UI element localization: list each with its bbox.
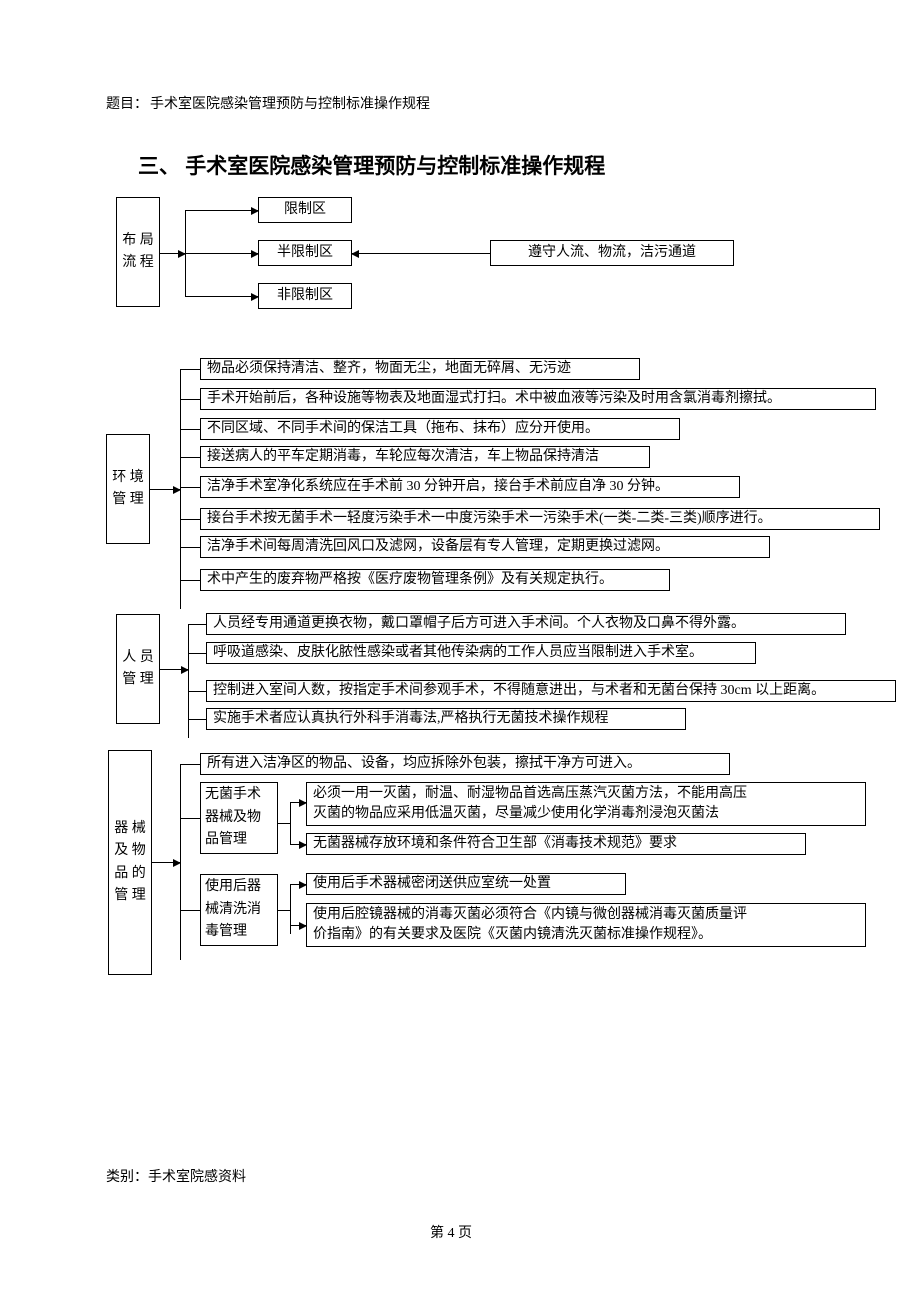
person-item-3: 实施手术者应认真执行外科手消毒法,严格执行无菌技术操作规程: [206, 708, 686, 730]
equip-label-box: 器 械 及 物 品 的 管 理: [108, 750, 152, 975]
env-root-arrow: [150, 489, 180, 490]
zone-box-2: 非限制区: [258, 283, 352, 309]
equip-sub1-label-box: 无菌手术 器械及物 品管理: [200, 782, 278, 854]
equip-h-top: [180, 764, 200, 765]
equip-vline: [180, 764, 181, 960]
equip-sub1-b-text: 无菌器械存放环境和条件符合卫生部《消毒技术规范》要求: [313, 834, 677, 854]
person-text-0: 人员经专用通道更换衣物，戴口罩帽子后方可进入手术间。个人衣物及口鼻不得外露。: [213, 614, 745, 634]
env-text-2: 不同区域、不同手术间的保洁工具（拖布、抹布）应分开使用。: [207, 419, 599, 439]
env-item-7: 术中产生的废弃物严格按《医疗废物管理条例》及有关规定执行。: [200, 569, 670, 591]
header-prefix: 题目：: [106, 93, 148, 113]
equip-sub2-h-b: [290, 925, 306, 926]
env-vline: [180, 369, 181, 609]
env-item-2: 不同区域、不同手术间的保洁工具（拖布、抹布）应分开使用。: [200, 418, 680, 440]
header-title: 手术室医院感染管理预防与控制标准操作规程: [150, 93, 430, 113]
equip-sub1-h-a: [290, 802, 306, 803]
env-h-5: [180, 519, 200, 520]
page-root: 题目： 手术室医院感染管理预防与控制标准操作规程 三、 手术室医院感染管理预防与…: [0, 0, 920, 1302]
equip-sub1-a-text: 必须一用一灭菌，耐温、耐湿物品首选高压蒸汽灭菌方法，不能用高压 灭菌的物品应采用…: [313, 784, 747, 823]
equip-item-top: 所有进入洁净区的物品、设备，均应拆除外包装，擦拭干净方可进入。: [200, 753, 730, 775]
equip-sub1-label: 无菌手术 器械及物 品管理: [205, 784, 261, 851]
equip-sub1-vline: [290, 802, 291, 844]
env-label-box: 环 境 管 理: [106, 434, 150, 544]
zone-box-0: 限制区: [258, 197, 352, 223]
layout-arrow-1: [185, 210, 258, 211]
layout-arrow-2: [185, 253, 258, 254]
person-item-1: 呼吸道感染、皮肤化脓性感染或者其他传染病的工作人员应当限制进入手术室。: [206, 642, 756, 664]
equip-sub1-root: [278, 823, 290, 824]
env-h-7: [180, 580, 200, 581]
person-root-arrow: [160, 669, 188, 670]
env-item-4: 洁净手术室净化系统应在手术前 30 分钟开启，接台手术前应自净 30 分钟。: [200, 476, 740, 498]
layout-note-arrow: [352, 253, 490, 254]
env-text-4: 洁净手术室净化系统应在手术前 30 分钟开启，接台手术前应自净 30 分钟。: [207, 477, 669, 497]
equip-sub2-label-box: 使用后器 械清洗消 毒管理: [200, 874, 278, 946]
equip-sub2-vline: [290, 884, 291, 934]
person-h-2: [188, 691, 206, 692]
env-text-1: 手术开始前后，各种设施等物表及地面湿式打扫。术中被血液等污染及时用含氯消毒剂擦拭…: [207, 389, 781, 409]
footer-category: 类别：手术室院感资料: [106, 1166, 246, 1186]
equip-sub2-label: 使用后器 械清洗消 毒管理: [205, 876, 261, 943]
person-h-0: [188, 624, 206, 625]
person-h-1: [188, 653, 206, 654]
equip-sub2-h-a: [290, 884, 306, 885]
env-h-2: [180, 429, 200, 430]
env-h-0: [180, 369, 200, 370]
person-text-1: 呼吸道感染、皮肤化脓性感染或者其他传染病的工作人员应当限制进入手术室。: [213, 643, 703, 663]
person-label: 人 员 管 理: [119, 647, 157, 692]
layout-label-box: 布 局 流 程: [116, 197, 160, 307]
person-vline: [188, 624, 189, 738]
equip-text-top: 所有进入洁净区的物品、设备，均应拆除外包装，擦拭干净方可进入。: [207, 754, 641, 774]
env-text-0: 物品必须保持清洁、整齐，物面无尘，地面无碎屑、无污迹: [207, 359, 571, 379]
equip-h-sub1: [180, 818, 200, 819]
person-h-3: [188, 719, 206, 720]
equip-sub2-a-text: 使用后手术器械密闭送供应室统一处置: [313, 874, 551, 894]
zone-box-1: 半限制区: [258, 240, 352, 266]
env-h-6: [180, 547, 200, 548]
person-item-2: 控制进入室间人数，按指定手术间参观手术，不得随意进出，与术者和无菌台保持 30c…: [206, 680, 896, 702]
equip-sub1-h-b: [290, 844, 306, 845]
env-item-5: 接台手术按无菌手术一轻度污染手术一中度污染手术一污染手术(一类-二类-三类)顺序…: [200, 508, 880, 530]
env-h-1: [180, 399, 200, 400]
main-title: 三、 手术室医院感染管理预防与控制标准操作规程: [138, 150, 605, 180]
env-text-3: 接送病人的平车定期消毒，车轮应每次清洁，车上物品保持清洁: [207, 447, 599, 467]
layout-root-arrow: [160, 253, 185, 254]
footer-page: 第 4 页: [430, 1222, 472, 1242]
equip-sub2-b-text: 使用后腔镜器械的消毒灭菌必须符合《内镜与微创器械消毒灭菌质量评 价指南》的有关要…: [313, 905, 747, 944]
env-item-3: 接送病人的平车定期消毒，车轮应每次清洁，车上物品保持清洁: [200, 446, 650, 468]
person-label-box: 人 员 管 理: [116, 614, 160, 724]
equip-sub1-b: 无菌器械存放环境和条件符合卫生部《消毒技术规范》要求: [306, 833, 806, 855]
equip-label: 器 械 及 物 品 的 管 理: [111, 818, 149, 908]
layout-label: 布 局 流 程: [119, 230, 157, 275]
env-text-6: 洁净手术间每周清洗回风口及滤网，设备层有专人管理，定期更换过滤网。: [207, 537, 669, 557]
env-item-0: 物品必须保持清洁、整齐，物面无尘，地面无碎屑、无污迹: [200, 358, 640, 380]
env-text-5: 接台手术按无菌手术一轻度污染手术一中度污染手术一污染手术(一类-二类-三类)顺序…: [207, 509, 772, 529]
equip-sub1-a: 必须一用一灭菌，耐温、耐湿物品首选高压蒸汽灭菌方法，不能用高压 灭菌的物品应采用…: [306, 782, 866, 826]
zone-label-1: 半限制区: [277, 243, 333, 263]
env-item-6: 洁净手术间每周清洗回风口及滤网，设备层有专人管理，定期更换过滤网。: [200, 536, 770, 558]
env-h-4: [180, 487, 200, 488]
env-item-1: 手术开始前后，各种设施等物表及地面湿式打扫。术中被血液等污染及时用含氯消毒剂擦拭…: [200, 388, 876, 410]
zone-label-2: 非限制区: [277, 286, 333, 306]
zone-label-0: 限制区: [284, 200, 326, 220]
env-label: 环 境 管 理: [109, 467, 147, 512]
equip-sub2-a: 使用后手术器械密闭送供应室统一处置: [306, 873, 626, 895]
env-text-7: 术中产生的废弃物严格按《医疗废物管理条例》及有关规定执行。: [207, 570, 613, 590]
equip-sub2-b: 使用后腔镜器械的消毒灭菌必须符合《内镜与微创器械消毒灭菌质量评 价指南》的有关要…: [306, 903, 866, 947]
env-h-3: [180, 457, 200, 458]
equip-sub2-root: [278, 910, 290, 911]
person-item-0: 人员经专用通道更换衣物，戴口罩帽子后方可进入手术间。个人衣物及口鼻不得外露。: [206, 613, 846, 635]
equip-root-arrow: [152, 862, 180, 863]
layout-note: 遵守人流、物流，洁污通道: [528, 243, 696, 263]
person-text-3: 实施手术者应认真执行外科手消毒法,严格执行无菌技术操作规程: [213, 709, 609, 729]
equip-h-sub2: [180, 910, 200, 911]
layout-note-box: 遵守人流、物流，洁污通道: [490, 240, 734, 266]
person-text-2: 控制进入室间人数，按指定手术间参观手术，不得随意进出，与术者和无菌台保持 30c…: [213, 681, 825, 701]
layout-arrow-3: [185, 296, 258, 297]
